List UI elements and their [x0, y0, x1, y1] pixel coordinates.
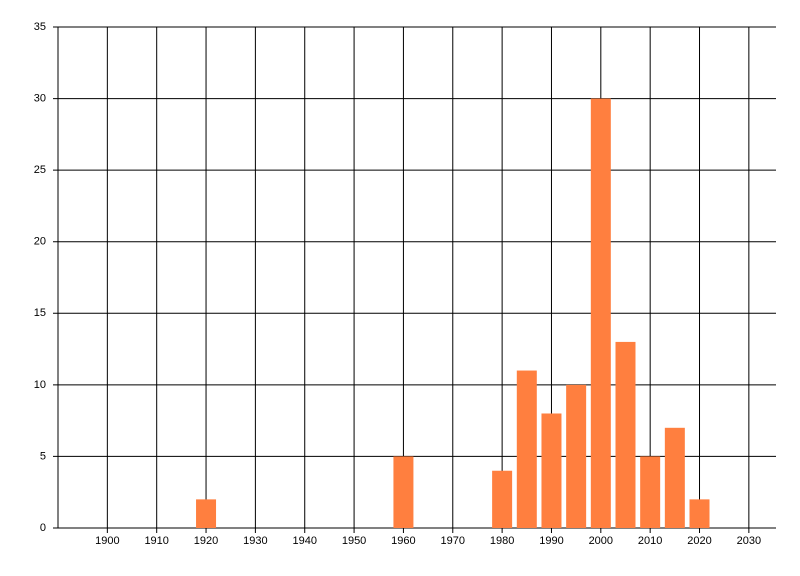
- bar: [615, 341, 636, 528]
- bar: [196, 499, 217, 528]
- y-tick-label: 5: [40, 450, 46, 462]
- x-tick-label: 1990: [539, 535, 563, 547]
- y-tick-label: 20: [34, 236, 46, 248]
- x-tick-label: 1930: [243, 535, 267, 547]
- bar: [689, 499, 710, 528]
- bar: [566, 384, 587, 528]
- x-tick-label: 1950: [342, 535, 366, 547]
- y-tick-label: 35: [34, 21, 46, 33]
- bar: [541, 413, 562, 528]
- x-tick-label: 1900: [95, 535, 119, 547]
- x-tick-label: 2030: [737, 535, 761, 547]
- bar: [516, 370, 537, 528]
- y-tick-label: 10: [34, 379, 46, 391]
- x-tick-label: 1910: [144, 535, 168, 547]
- x-tick-label: 1940: [292, 535, 316, 547]
- y-tick-label: 0: [40, 522, 46, 534]
- x-tick-label: 2010: [638, 535, 662, 547]
- x-tick-label: 1970: [441, 535, 465, 547]
- x-tick-label: 2000: [589, 535, 613, 547]
- x-tick-label: 1960: [391, 535, 415, 547]
- y-tick-label: 15: [34, 307, 46, 319]
- y-tick-label: 25: [34, 164, 46, 176]
- y-tick-label: 30: [34, 92, 46, 104]
- x-tick-label: 1980: [490, 535, 514, 547]
- bar: [640, 456, 661, 528]
- bar: [590, 98, 611, 529]
- bar: [393, 456, 414, 528]
- x-tick-label: 2020: [687, 535, 711, 547]
- bar: [492, 470, 513, 528]
- bar: [664, 427, 685, 528]
- x-tick-label: 1920: [194, 535, 218, 547]
